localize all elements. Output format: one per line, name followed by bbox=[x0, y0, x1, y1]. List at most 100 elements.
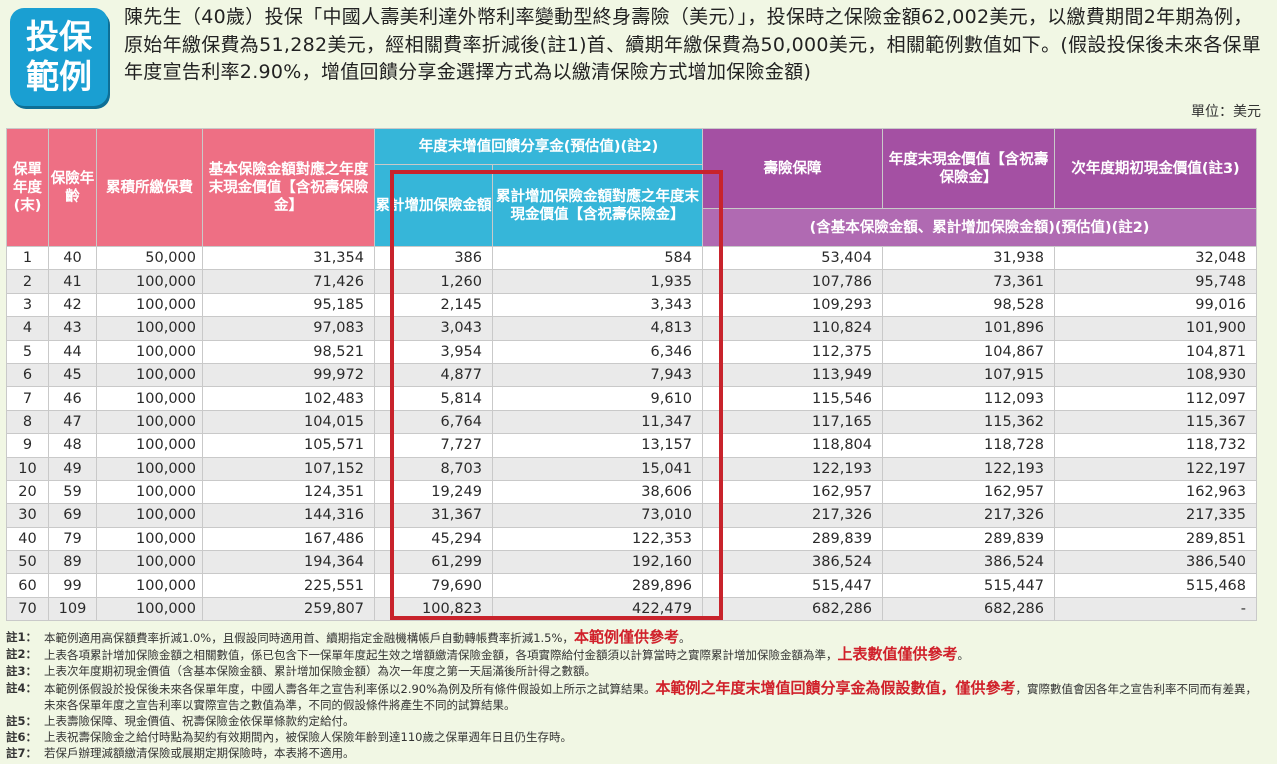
cell-policy-year: 60 bbox=[6, 573, 49, 598]
footnote-label: 註1： bbox=[6, 630, 38, 644]
cell-next-year-cash-value: 32,048 bbox=[1054, 245, 1258, 271]
cell-cumulative-added-amount: 61,299 bbox=[374, 550, 493, 575]
cell-year-end-cash-value: 115,362 bbox=[882, 409, 1056, 435]
header-purple-subtitle: (含基本保險金額、累計增加保險金額)(預估值)(註2) bbox=[702, 208, 1258, 247]
table-row: 7 46 100,000 102,483 5,814 9,610 115,546 112,09… bbox=[6, 386, 1258, 411]
cell-base-cash-value: 104,015 bbox=[202, 409, 375, 435]
cell-cumulative-added-amount: 1,260 bbox=[374, 269, 493, 294]
cell-cumulative-premium: 100,000 bbox=[96, 409, 203, 435]
cell-policy-year: 9 bbox=[6, 433, 49, 458]
cell-cumulative-added-cash-value: 73,010 bbox=[491, 503, 704, 528]
cell-year-end-cash-value: 122,193 bbox=[882, 456, 1056, 481]
cell-age: 89 bbox=[48, 550, 97, 575]
cell-base-cash-value: 167,486 bbox=[202, 526, 375, 552]
header-year-end-cash-value: 年度末現金價值【含祝壽保險金】 bbox=[882, 128, 1056, 209]
footnote-body: 本範例係假設於投保後未來各保單年度，中國人壽各年之宣告利率係以2.90%為例及所… bbox=[44, 680, 1268, 713]
example-badge: 投保 範例 bbox=[10, 8, 108, 106]
cell-death-benefit: 386,524 bbox=[702, 550, 884, 575]
cell-age: 69 bbox=[48, 503, 97, 528]
footnote-tail: 。 bbox=[678, 631, 691, 645]
cell-policy-year: 30 bbox=[6, 503, 49, 528]
footnote-text: 上表次年度期初現金價值（含基本保險金額、累計增加保險金額）為次一年度之第一天屆滿… bbox=[44, 664, 596, 679]
header-base-cash-value: 基本保險金額對應之年度末現金價值【含祝壽保險金】 bbox=[202, 128, 375, 247]
cell-cumulative-added-cash-value: 289,896 bbox=[491, 573, 704, 598]
cell-next-year-cash-value: 162,963 bbox=[1054, 479, 1258, 505]
cell-year-end-cash-value: 386,524 bbox=[882, 550, 1056, 575]
table-row: 8 47 100,000 104,015 6,764 11,347 117,165 115,3… bbox=[6, 409, 1258, 435]
table-row: 6 45 100,000 99,972 4,877 7,943 113,949 107,915… bbox=[6, 362, 1258, 388]
cell-policy-year: 40 bbox=[6, 526, 49, 552]
cell-cumulative-added-amount: 8,703 bbox=[374, 456, 493, 481]
header-death-benefit: 壽險保障 bbox=[702, 128, 884, 209]
cell-death-benefit: 162,957 bbox=[702, 479, 884, 505]
header-cumulative-added-cash-value: 累計增加保險金額對應之年度末現金價值【含祝壽保險金】 bbox=[491, 164, 704, 247]
cell-cumulative-added-cash-value: 9,610 bbox=[491, 386, 704, 411]
cell-base-cash-value: 225,551 bbox=[202, 573, 375, 598]
cell-year-end-cash-value: 289,839 bbox=[882, 526, 1056, 552]
cell-next-year-cash-value: 122,197 bbox=[1054, 456, 1258, 481]
cell-cumulative-added-amount: 386 bbox=[374, 245, 493, 271]
footnotes: 註1： 本範例適用高保額費率折減1.0%，且假設同時適用首、續期指定金融機構帳戶自… bbox=[6, 629, 1268, 762]
table-row: 50 89 100,000 194,364 61,299 192,160 386,524 38… bbox=[6, 550, 1258, 575]
footnote: 註6： 上表祝壽保險金之給付時點為契約有效期間內，被保險人保險年齡到達110歲之保… bbox=[6, 729, 1268, 745]
footnote: 註2： 上表各項累計增加保險金額之相關數值，係已包含下一保單年度起生效之增額繳清保… bbox=[6, 646, 1268, 663]
cell-death-benefit: 110,824 bbox=[702, 316, 884, 341]
cell-death-benefit: 112,375 bbox=[702, 339, 884, 364]
footnote-body: 上表次年度期初現金價值（含基本保險金額、累計增加保險金額）為次一年度之第一天屆滿… bbox=[44, 663, 1268, 679]
cell-cumulative-added-cash-value: 3,343 bbox=[491, 292, 704, 318]
footnote-text: 本範例適用高保額費率折減1.0%，且假設同時適用首、續期指定金融機構帳戶自動轉帳… bbox=[44, 631, 574, 645]
cell-year-end-cash-value: 31,938 bbox=[882, 245, 1056, 271]
cell-cumulative-premium: 100,000 bbox=[96, 316, 203, 341]
cell-base-cash-value: 144,316 bbox=[202, 503, 375, 528]
cell-next-year-cash-value: 118,732 bbox=[1054, 433, 1258, 458]
cell-year-end-cash-value: 682,286 bbox=[882, 596, 1056, 622]
header-age: 保險年齡 bbox=[48, 128, 97, 247]
footnote-tail: ，實際數值會因各年之宣告利率不同而有差異，未來各保單年度之宣告利率以實際宣告之數… bbox=[44, 681, 1258, 712]
footnote-body: 上表祝壽保險金之給付時點為契約有效期間內，被保險人保險年齡到達110歲之保單週年… bbox=[44, 729, 1268, 745]
cell-cumulative-premium: 100,000 bbox=[96, 362, 203, 388]
cell-base-cash-value: 259,807 bbox=[202, 596, 375, 622]
cell-cumulative-added-cash-value: 11,347 bbox=[491, 409, 704, 435]
cell-next-year-cash-value: 101,900 bbox=[1054, 316, 1258, 341]
footnote-emphasis: 本範例僅供參考 bbox=[573, 628, 679, 646]
intro-paragraph: 陳先生（40歲）投保「中國人壽美利達外幣利率變動型終身壽險（美元）」，投保時之保… bbox=[124, 6, 1262, 83]
cell-age: 41 bbox=[48, 269, 97, 294]
cell-policy-year: 5 bbox=[6, 339, 49, 364]
cell-cumulative-premium: 100,000 bbox=[96, 456, 203, 481]
table-row: 70 109 100,000 259,807 100,823 422,479 682,286… bbox=[6, 596, 1258, 622]
cell-year-end-cash-value: 101,896 bbox=[882, 316, 1056, 341]
cell-death-benefit: 115,546 bbox=[702, 386, 884, 411]
cell-cumulative-added-amount: 3,043 bbox=[374, 316, 493, 341]
cell-policy-year: 1 bbox=[6, 245, 49, 271]
cell-age: 49 bbox=[48, 456, 97, 481]
footnote: 註5： 上表壽險保障、現金價值、祝壽保險金依保單條款約定給付。 bbox=[6, 713, 1268, 729]
header-dividend-group: 年度末增值回饋分享金(預估值)(註2) bbox=[373, 128, 704, 165]
cell-death-benefit: 113,949 bbox=[702, 362, 884, 388]
cell-year-end-cash-value: 118,728 bbox=[882, 433, 1056, 458]
cell-base-cash-value: 124,351 bbox=[202, 479, 375, 505]
cell-cumulative-added-cash-value: 7,943 bbox=[491, 362, 704, 388]
footnote-emphasis: 上表數值僅供參考 bbox=[837, 645, 958, 664]
cell-cumulative-premium: 100,000 bbox=[96, 292, 203, 318]
cell-death-benefit: 53,404 bbox=[702, 245, 884, 271]
cell-policy-year: 50 bbox=[6, 550, 49, 575]
cell-age: 59 bbox=[48, 479, 97, 505]
cell-next-year-cash-value: 289,851 bbox=[1054, 526, 1258, 552]
header-next-year-cash-value: 次年度期初現金價值(註3) bbox=[1054, 128, 1258, 209]
cell-policy-year: 7 bbox=[6, 386, 49, 411]
cell-cumulative-premium: 100,000 bbox=[96, 479, 203, 505]
table-row: 1 40 50,000 31,354 386 584 53,404 31,938 32,048 bbox=[6, 245, 1258, 271]
cell-policy-year: 8 bbox=[6, 409, 49, 435]
cell-cumulative-added-cash-value: 38,606 bbox=[491, 479, 704, 505]
table-row: 60 99 100,000 225,551 79,690 289,896 515,447 51… bbox=[6, 573, 1258, 598]
footnote-text: 本範例係假設於投保後未來各保單年度，中國人壽各年之宣告利率係以2.90%為例及所… bbox=[44, 681, 656, 696]
example-header: 投保 範例 陳先生（40歲）投保「中國人壽美利達外幣利率變動型終身壽險（美元）」… bbox=[0, 0, 1277, 128]
footnote-label: 註2： bbox=[6, 647, 38, 662]
cell-age: 99 bbox=[48, 573, 97, 598]
footnote-text: 上表祝壽保險金之給付時點為契約有效期間內，被保險人保險年齡到達110歲之保單週年… bbox=[44, 730, 572, 745]
table-row: 5 44 100,000 98,521 3,954 6,346 112,375 104,867… bbox=[6, 339, 1258, 364]
cell-cumulative-added-cash-value: 422,479 bbox=[491, 596, 704, 622]
cell-base-cash-value: 71,426 bbox=[202, 269, 375, 294]
cell-next-year-cash-value: 515,468 bbox=[1054, 573, 1258, 598]
cell-next-year-cash-value: - bbox=[1054, 596, 1258, 622]
